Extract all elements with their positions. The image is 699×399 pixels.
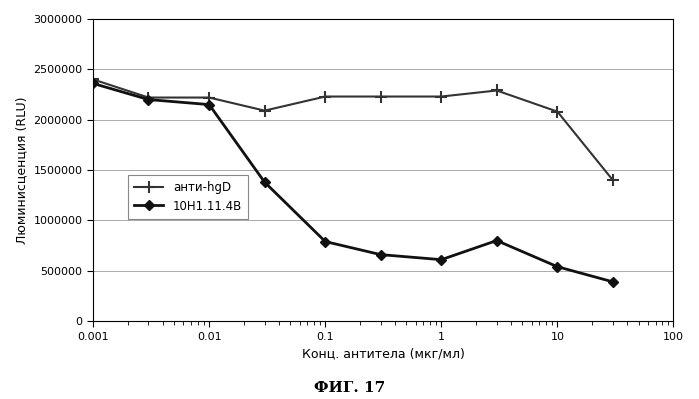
анти-hgD bbox=[553, 109, 561, 114]
10H1.11.4B bbox=[321, 239, 329, 244]
Legend: анти-hgD, 10H1.11.4B: анти-hgD, 10H1.11.4B bbox=[128, 175, 248, 219]
анти-hgD bbox=[144, 95, 152, 100]
анти-hgD bbox=[609, 178, 617, 182]
Line: 10H1.11.4B: 10H1.11.4B bbox=[89, 80, 617, 285]
Text: ФИГ. 17: ФИГ. 17 bbox=[314, 381, 385, 395]
10H1.11.4B bbox=[437, 257, 445, 262]
анти-hgD bbox=[205, 95, 213, 100]
анти-hgD bbox=[437, 94, 445, 99]
10H1.11.4B bbox=[205, 102, 213, 107]
анти-hgD bbox=[493, 88, 501, 93]
Line: анти-hgD: анти-hgD bbox=[87, 74, 619, 186]
10H1.11.4B bbox=[260, 180, 268, 184]
10H1.11.4B bbox=[609, 279, 617, 284]
анти-hgD bbox=[377, 94, 385, 99]
Y-axis label: Люминисценция (RLU): Люминисценция (RLU) bbox=[15, 96, 28, 244]
анти-hgD bbox=[89, 77, 97, 82]
X-axis label: Конц. антитела (мкг/мл): Конц. антитела (мкг/мл) bbox=[302, 347, 465, 360]
10H1.11.4B bbox=[144, 97, 152, 102]
10H1.11.4B bbox=[553, 264, 561, 269]
анти-hgD bbox=[260, 108, 268, 113]
10H1.11.4B bbox=[377, 252, 385, 257]
анти-hgD bbox=[321, 94, 329, 99]
10H1.11.4B bbox=[89, 81, 97, 86]
10H1.11.4B bbox=[493, 238, 501, 243]
